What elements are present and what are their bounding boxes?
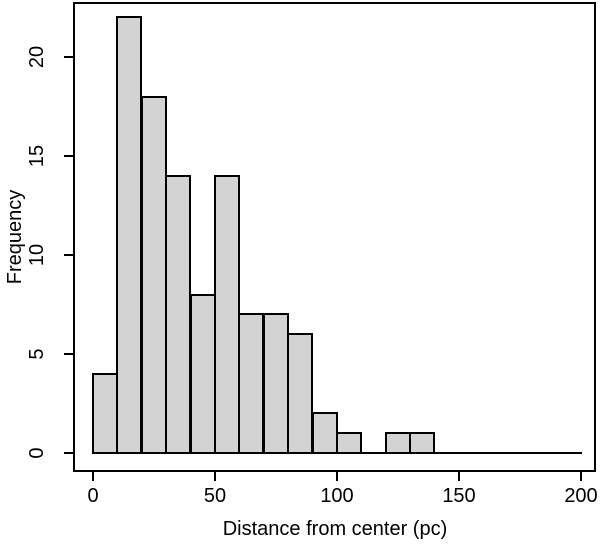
y-axis-title: Frequency — [4, 189, 26, 285]
x-axis-tick — [580, 472, 582, 481]
x-axis-tick-label: 200 — [564, 485, 598, 507]
y-axis-tick — [64, 452, 73, 454]
x-axis-tick — [458, 472, 460, 481]
y-axis-tick-label: 10 — [26, 243, 48, 267]
y-axis-tick — [64, 56, 73, 58]
x-axis-tick — [214, 472, 216, 481]
y-axis-tick — [64, 353, 73, 355]
x-axis-tick-label: 0 — [87, 485, 99, 507]
x-axis-title: Distance from center (pc) — [222, 518, 448, 540]
x-axis-tick-label: 50 — [203, 485, 227, 507]
y-axis-tick-label: 5 — [26, 348, 48, 360]
y-axis-tick — [64, 155, 73, 157]
y-axis-tick-label: 0 — [26, 447, 48, 459]
x-axis-tick — [92, 472, 94, 481]
x-axis-tick-label: 150 — [442, 485, 476, 507]
x-axis-tick — [336, 472, 338, 481]
y-axis-tick-label: 15 — [26, 144, 48, 168]
y-axis-tick-label: 20 — [26, 45, 48, 69]
y-axis-tick — [64, 254, 73, 256]
plot-area-border — [73, 2, 596, 472]
x-axis-tick-label: 100 — [320, 485, 354, 507]
